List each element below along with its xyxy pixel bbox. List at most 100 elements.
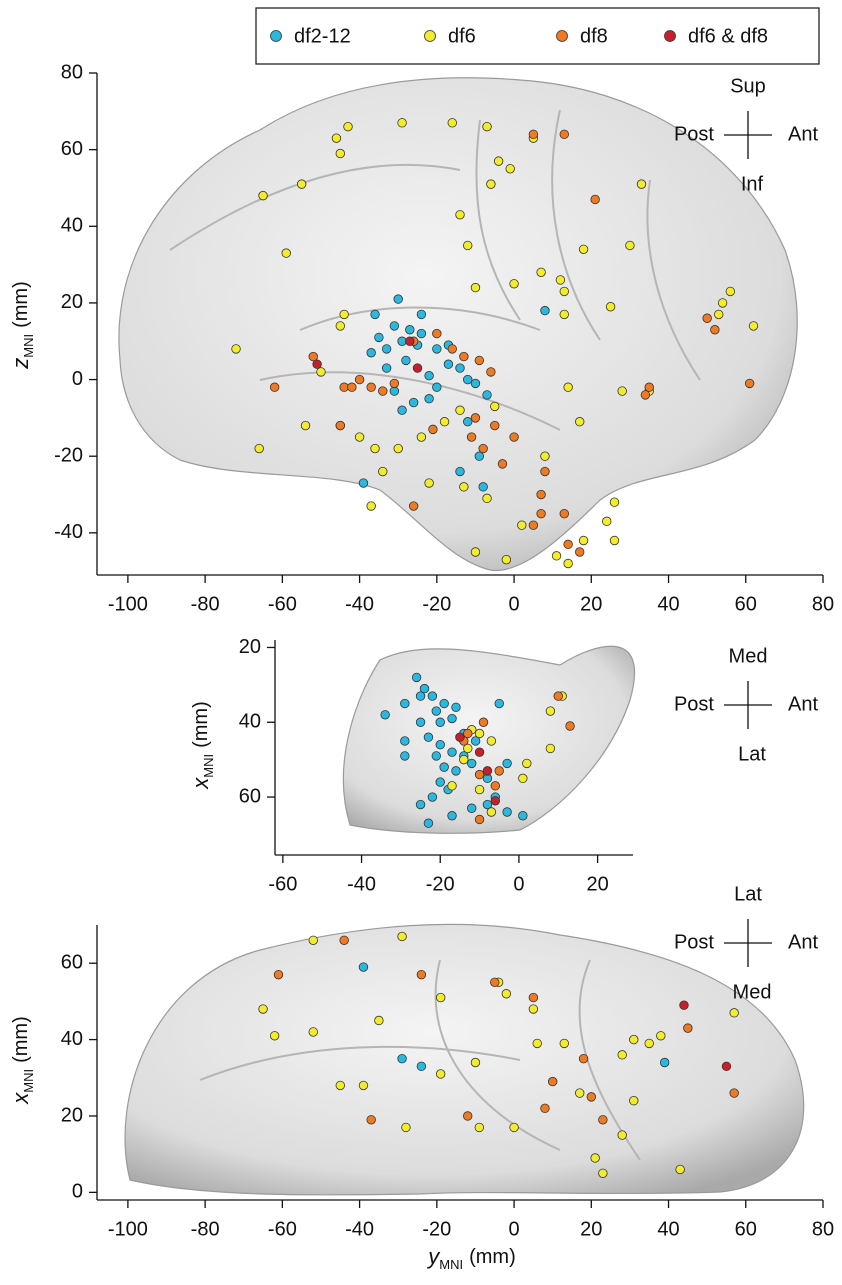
data-point	[416, 309, 427, 320]
data-point	[729, 1088, 739, 1098]
data-point	[427, 691, 438, 701]
data-point	[428, 424, 438, 435]
x-tick-label: 60	[735, 1218, 757, 1240]
data-point	[358, 962, 369, 972]
data-point	[405, 336, 415, 346]
data-point	[528, 1004, 539, 1014]
data-point	[447, 344, 457, 354]
orientation-label: Ant	[788, 931, 818, 953]
data-point	[308, 935, 318, 945]
orientation-label: Sup	[730, 75, 766, 97]
data-point	[397, 336, 407, 346]
orientation-label: Lat	[734, 883, 762, 905]
data-point	[269, 382, 280, 392]
y-tick-label: 40	[239, 711, 261, 733]
y-tick-label: 20	[61, 291, 83, 313]
legend-label: df8	[580, 25, 608, 47]
data-point	[339, 935, 349, 945]
x-tick-label: 20	[580, 1218, 602, 1240]
axis-unit: (mm)	[469, 1246, 516, 1268]
data-point	[397, 1053, 407, 1064]
data-point	[459, 754, 469, 765]
data-point	[482, 121, 492, 132]
data-point	[555, 275, 566, 285]
data-point	[644, 1038, 654, 1049]
data-point	[502, 758, 512, 769]
data-point	[381, 363, 392, 373]
data-point	[432, 328, 442, 339]
x-tick-label: 20	[586, 873, 608, 895]
data-point	[254, 443, 264, 454]
data-point	[331, 133, 342, 143]
data-point	[412, 363, 423, 373]
orientation-label: Post	[674, 931, 714, 953]
data-point	[509, 279, 519, 289]
data-point	[354, 432, 365, 442]
data-point	[559, 286, 569, 297]
data-point	[273, 969, 284, 980]
data-point	[424, 394, 434, 404]
data-point	[575, 1088, 585, 1098]
data-point	[563, 539, 573, 550]
data-point	[374, 332, 384, 343]
orientation-label: Med	[733, 981, 772, 1003]
x-tick-label: -40	[347, 873, 376, 895]
data-point	[463, 728, 473, 739]
axis-subscript: MNI	[21, 334, 36, 358]
axis-subscript: MNI	[439, 1257, 463, 1272]
data-point	[463, 743, 473, 754]
data-point	[339, 309, 349, 320]
data-point	[474, 451, 485, 461]
data-point	[528, 992, 539, 1003]
data-point	[455, 405, 465, 415]
orientation-label: Lat	[738, 743, 766, 765]
data-point	[563, 382, 573, 392]
x-tick-label: -20	[422, 1218, 451, 1240]
data-point	[502, 807, 512, 817]
x-tick-label: 80	[812, 593, 834, 615]
data-point	[474, 814, 485, 825]
data-point	[744, 378, 755, 389]
data-point	[490, 401, 500, 412]
data-point	[656, 1031, 666, 1041]
legend: df2-12 df6 df8 df6 & df8	[255, 7, 820, 65]
data-point	[486, 367, 496, 377]
data-point	[470, 547, 481, 557]
data-point	[347, 382, 357, 392]
x-tick-label: 0	[509, 1218, 520, 1240]
data-point	[389, 378, 400, 389]
data-point	[455, 363, 465, 373]
data-point	[366, 501, 376, 511]
axis-label: yMNI (mm)	[426, 1244, 515, 1272]
data-point	[470, 413, 481, 423]
data-point	[528, 129, 539, 140]
y-tick-label: 60	[239, 785, 261, 807]
x-tick-label: 0	[513, 873, 524, 895]
data-point	[354, 374, 365, 385]
data-point	[435, 739, 445, 750]
data-point	[563, 558, 573, 569]
data-point	[540, 451, 550, 461]
data-point	[439, 417, 450, 427]
data-point	[559, 508, 569, 519]
data-point	[553, 691, 563, 701]
axis-label: zMNI (mm)	[8, 281, 36, 369]
data-point	[439, 698, 449, 709]
data-point	[575, 547, 585, 557]
data-point	[675, 1164, 685, 1175]
x-tick-label: 60	[735, 593, 757, 615]
data-point	[400, 698, 410, 709]
data-point	[416, 432, 427, 442]
data-point	[397, 118, 407, 128]
data-point	[470, 736, 481, 746]
data-point	[598, 1168, 608, 1178]
data-point	[590, 194, 600, 205]
data-point	[486, 179, 496, 189]
data-point	[370, 443, 380, 454]
data-point	[370, 309, 380, 320]
data-point	[435, 717, 445, 727]
data-point	[335, 148, 345, 159]
data-point	[586, 1092, 596, 1102]
data-point	[609, 497, 620, 507]
data-point	[415, 691, 426, 701]
